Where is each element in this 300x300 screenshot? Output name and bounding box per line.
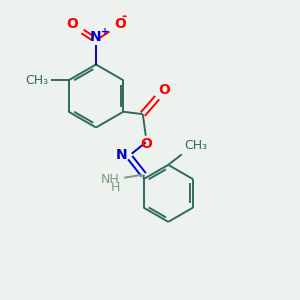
Text: O: O <box>114 17 126 31</box>
Text: O: O <box>159 83 171 97</box>
Text: CH₃: CH₃ <box>25 74 48 87</box>
Text: O: O <box>66 17 78 31</box>
Text: NH: NH <box>101 173 120 186</box>
Text: H: H <box>110 181 120 194</box>
Text: N: N <box>116 148 128 162</box>
Text: O: O <box>140 137 152 151</box>
Text: N: N <box>90 30 102 44</box>
Text: CH₃: CH₃ <box>184 139 207 152</box>
Text: -: - <box>121 10 126 23</box>
Text: +: + <box>101 27 109 37</box>
